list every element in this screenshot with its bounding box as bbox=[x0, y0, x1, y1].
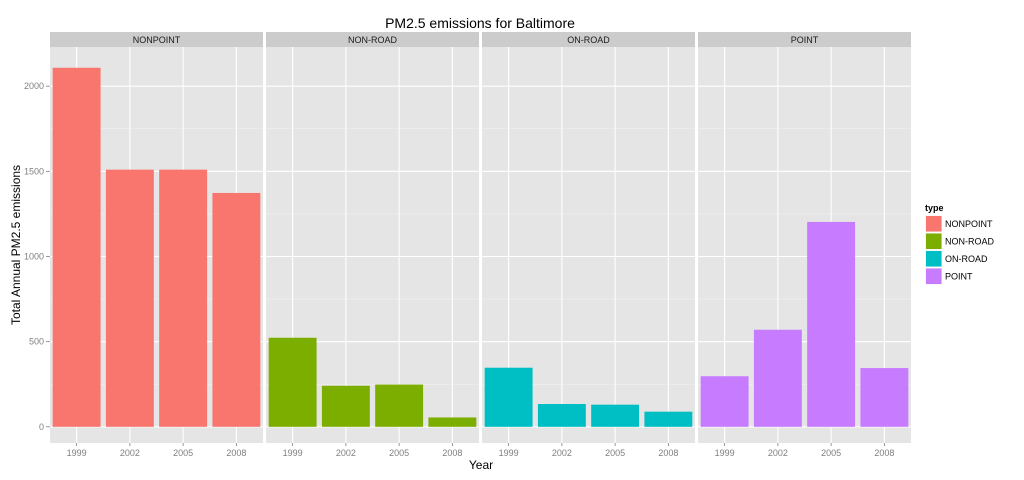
legend-label: POINT bbox=[945, 272, 973, 282]
facet-strip bbox=[482, 32, 695, 47]
x-tick-label: 2008 bbox=[442, 448, 462, 458]
bar-non-road-1999 bbox=[268, 337, 317, 427]
bar-non-road-2008 bbox=[428, 417, 477, 427]
facet-strip-label: ON-ROAD bbox=[567, 35, 610, 45]
x-tick-label: 2002 bbox=[120, 448, 140, 458]
legend-label: ON-ROAD bbox=[945, 254, 988, 264]
x-axis-title: Year bbox=[469, 458, 493, 472]
facet-panel-on-road: ON-ROAD 1999 2002 2005 2008 bbox=[482, 32, 695, 458]
bar-point-2008 bbox=[860, 368, 909, 427]
x-tick-label: 2005 bbox=[605, 448, 625, 458]
x-tick-label: 2008 bbox=[874, 448, 894, 458]
facet-strip-label: POINT bbox=[791, 35, 819, 45]
bar-on-road-2005 bbox=[591, 404, 640, 427]
y-tick-label: 1000 bbox=[24, 251, 44, 261]
x-tick-label: 1999 bbox=[67, 448, 87, 458]
facet-panel-point: POINT 1999 2002 2005 2008 bbox=[698, 32, 911, 458]
facet-strip bbox=[266, 32, 479, 47]
legend-swatch-on-road bbox=[926, 251, 942, 267]
bar-point-2005 bbox=[807, 221, 856, 427]
legend-swatch-nonpoint bbox=[926, 216, 942, 232]
legend-swatch-non-road bbox=[926, 233, 942, 249]
legend-label: NONPOINT bbox=[945, 219, 993, 229]
bar-non-road-2002 bbox=[321, 385, 370, 427]
facet-panels: NONPOINT 1999 2002 2005 2008 NON-ROAD 1999 2002… bbox=[50, 32, 911, 458]
bar-nonpoint-2008 bbox=[212, 192, 261, 427]
x-tick-label: 2005 bbox=[821, 448, 841, 458]
bar-on-road-2008 bbox=[644, 411, 693, 427]
x-tick-label: 1999 bbox=[715, 448, 735, 458]
bar-on-road-2002 bbox=[537, 403, 586, 427]
y-tick-label: 2000 bbox=[24, 81, 44, 91]
bar-non-road-2005 bbox=[375, 384, 424, 427]
facet-strip-label: NON-ROAD bbox=[348, 35, 397, 45]
facet-strip bbox=[50, 32, 263, 47]
y-axis-title: Total Annual PM2.5 emissions bbox=[9, 165, 23, 325]
legend-swatch-point bbox=[926, 268, 942, 284]
x-tick-label: 2008 bbox=[226, 448, 246, 458]
x-tick-label: 2005 bbox=[389, 448, 409, 458]
y-tick-label: 500 bbox=[29, 337, 44, 347]
x-tick-label: 2002 bbox=[336, 448, 356, 458]
x-tick-label: 2005 bbox=[173, 448, 193, 458]
legend: type NONPOINT NON-ROAD ON-ROAD POINT bbox=[924, 203, 994, 286]
bar-nonpoint-2002 bbox=[105, 169, 154, 427]
bar-on-road-1999 bbox=[484, 367, 533, 427]
bar-point-1999 bbox=[700, 376, 749, 427]
facet-panel-nonpoint: NONPOINT 1999 2002 2005 2008 bbox=[50, 32, 263, 458]
x-tick-label: 2008 bbox=[658, 448, 678, 458]
facet-strip-label: NONPOINT bbox=[133, 35, 181, 45]
x-tick-label: 2002 bbox=[552, 448, 572, 458]
y-tick-label: 0 bbox=[39, 422, 44, 432]
bar-point-2002 bbox=[753, 329, 802, 427]
y-tick-label: 1500 bbox=[24, 166, 44, 176]
facet-panel-non-road: NON-ROAD 1999 2002 2005 2008 bbox=[266, 32, 479, 458]
legend-label: NON-ROAD bbox=[945, 237, 994, 247]
x-tick-label: 2002 bbox=[768, 448, 788, 458]
x-tick-label: 1999 bbox=[499, 448, 519, 458]
y-axis: 0 500 1000 1500 2000 bbox=[24, 81, 50, 432]
chart-title: PM2.5 emissions for Baltimore bbox=[385, 15, 575, 31]
x-tick-label: 1999 bbox=[283, 448, 303, 458]
facet-strip bbox=[698, 32, 911, 47]
legend-title: type bbox=[925, 203, 944, 213]
bar-nonpoint-1999 bbox=[52, 67, 101, 427]
bar-nonpoint-2005 bbox=[159, 169, 208, 427]
